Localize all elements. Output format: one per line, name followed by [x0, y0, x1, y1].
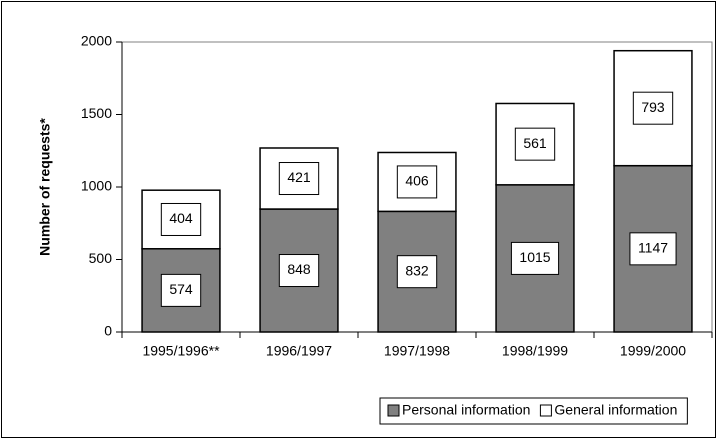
data-label: 832 [405, 262, 429, 278]
data-label-box [629, 232, 677, 266]
y-tick-label: 2000 [81, 33, 112, 49]
x-tick-label: 1998/1999 [502, 343, 568, 359]
y-axis-label: Number of requests* [37, 118, 53, 256]
x-tick-label: 1996/1997 [266, 343, 332, 359]
data-label-box [510, 241, 560, 275]
data-label: 1147 [638, 240, 668, 256]
data-label-box [160, 273, 202, 307]
data-label: 793 [641, 99, 665, 115]
x-tick-label: 1999/2000 [620, 343, 686, 359]
y-tick-label: 500 [89, 250, 113, 266]
data-label-box [278, 254, 320, 288]
y-tick-label: 1000 [81, 178, 112, 194]
legend-swatch [387, 404, 400, 417]
data-label: 1015 [519, 249, 550, 265]
legend-label: General information [554, 402, 677, 418]
x-tick-label: 1997/1998 [384, 343, 450, 359]
data-label-box [396, 165, 438, 199]
x-tick-label: 1995/1996** [142, 343, 220, 359]
data-label-box [396, 255, 438, 289]
data-label-box [160, 202, 202, 236]
data-label-box [632, 91, 674, 125]
data-label-box [278, 162, 320, 196]
legend-box [379, 397, 688, 425]
data-label: 406 [405, 173, 429, 189]
y-tick-label: 1500 [81, 105, 112, 121]
data-label: 404 [169, 210, 193, 226]
data-label: 848 [287, 261, 311, 277]
legend-swatch [539, 404, 552, 417]
data-label: 421 [287, 169, 311, 185]
data-label-box [514, 127, 556, 161]
y-tick-label: 0 [104, 323, 112, 339]
plot-frame [122, 41, 713, 332]
data-label: 574 [169, 281, 193, 297]
data-label: 561 [523, 135, 547, 151]
legend-label: Personal information [402, 402, 530, 418]
